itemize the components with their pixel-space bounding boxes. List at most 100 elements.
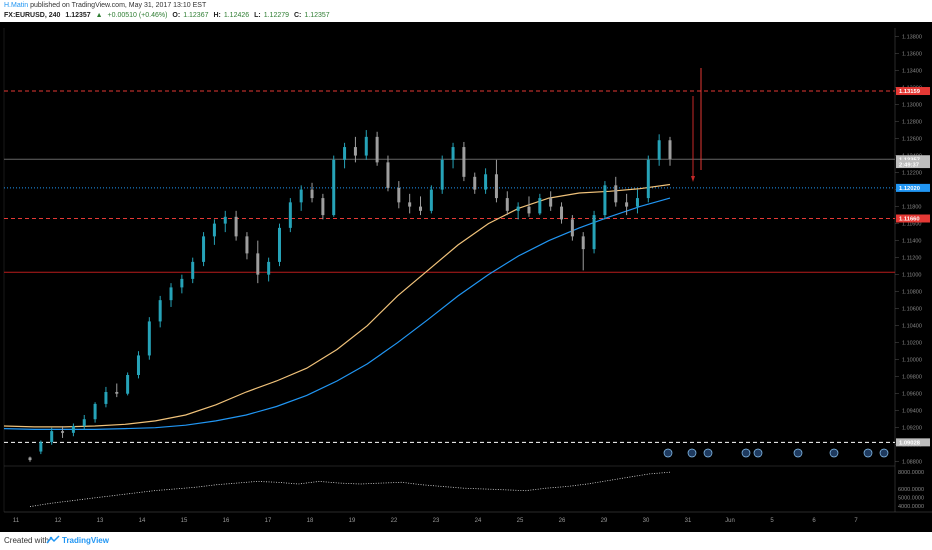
event-flag-icon — [741, 448, 751, 458]
price-chart[interactable]: 8000.0000 6000.0000 5000.0000 4000.0000 1.1… — [0, 22, 932, 532]
candle-body — [353, 147, 357, 156]
candle — [332, 155, 336, 217]
y-tick-label: 1.13000 — [902, 103, 922, 109]
symbol-line: FX:EURUSD, 240 1.12357 ▲ +0.00510 (+0.46… — [4, 12, 333, 19]
candle-body — [267, 261, 271, 275]
author-link[interactable]: H.Matin — [4, 2, 29, 9]
candle — [39, 440, 43, 455]
oscillator-line — [29, 471, 671, 507]
candle — [538, 193, 542, 216]
y-tick-label: 1.10200 — [902, 341, 922, 347]
event-flag-icon — [829, 448, 839, 458]
footer: Created with TradingView — [0, 532, 932, 550]
candle-body — [115, 392, 119, 394]
drop-arrow-icon — [691, 176, 695, 182]
ma-line-0 — [3, 183, 671, 428]
candle-body — [364, 136, 368, 156]
price-label: 1.13159 — [899, 89, 921, 95]
last-price: 1.12357 — [65, 12, 91, 19]
candle — [408, 193, 412, 214]
candle — [560, 202, 564, 224]
candle — [299, 185, 303, 211]
candle — [71, 423, 75, 437]
candle-body — [310, 189, 314, 199]
candle-body — [234, 216, 238, 237]
candle — [353, 136, 357, 163]
candle-body — [419, 206, 423, 211]
y-tick-label: 1.09800 — [902, 375, 922, 381]
candle-body — [39, 442, 43, 452]
candle-body — [668, 140, 672, 159]
oscillator-pane: 8000.0000 6000.0000 5000.0000 4000.0000 — [29, 470, 924, 510]
open-label: O: — [172, 12, 181, 19]
x-tick-label: 11 — [13, 518, 20, 524]
candle-body — [321, 198, 325, 216]
y-tick-label: 1.08800 — [902, 460, 922, 466]
candle — [212, 219, 216, 245]
candle — [277, 223, 281, 267]
price-label: 1.11660 — [899, 217, 920, 223]
x-tick-label: 24 — [475, 518, 482, 524]
candle-body — [440, 159, 444, 190]
tradingview-brand[interactable]: TradingView — [62, 536, 109, 545]
price-label-bg — [896, 183, 930, 192]
moving-averages — [3, 183, 671, 430]
candle — [202, 232, 206, 267]
candle — [462, 141, 466, 182]
candle-body — [299, 189, 303, 203]
candle-body — [538, 198, 542, 214]
osc-tick-label: 5000.0000 — [898, 495, 924, 501]
candle — [581, 232, 585, 271]
x-tick-label: 19 — [349, 518, 356, 524]
candle-body — [549, 198, 553, 207]
candle-body — [386, 162, 390, 188]
close-label: C: — [293, 12, 302, 19]
candle — [614, 176, 618, 207]
candle-body — [527, 206, 531, 214]
y-tick-label: 1.11000 — [902, 273, 921, 279]
price-label-bg — [896, 214, 930, 223]
y-tick-label: 1.10600 — [902, 307, 922, 313]
event-flag-icon — [663, 448, 673, 458]
candle — [397, 181, 401, 209]
candle — [429, 185, 433, 214]
osc-tick-label: 8000.0000 — [898, 470, 924, 476]
candle — [505, 191, 509, 216]
candles — [28, 130, 672, 462]
x-tick-label: 25 — [517, 518, 524, 524]
x-tick-label: 23 — [433, 518, 440, 524]
candle-body — [408, 202, 412, 207]
y-tick-label: 1.13600 — [902, 52, 922, 58]
candle — [169, 283, 173, 307]
x-tick-label: 13 — [97, 518, 104, 524]
x-tick-label: 6 — [812, 518, 816, 524]
candle-body — [136, 355, 140, 375]
symbol-label[interactable]: FX:EURUSD, 240 — [4, 12, 61, 19]
candle-body — [581, 236, 585, 250]
candle-body — [451, 147, 455, 160]
price-label-bg — [896, 87, 930, 96]
osc-tick-label: 6000.0000 — [898, 487, 924, 493]
candle-body — [484, 174, 488, 190]
y-tick-label: 1.11400 — [902, 239, 921, 245]
candle — [549, 191, 553, 211]
candle — [375, 131, 379, 166]
time-axis: 11 12 13 14 15 16 17 18 19 22 23 24 25 26 29 30 31 Jun 5 6 7 — [13, 518, 858, 524]
candle-body — [570, 219, 574, 237]
x-tick-label: 22 — [391, 518, 398, 524]
candle — [635, 189, 639, 214]
x-tick-label: 5 — [770, 518, 774, 524]
publish-line: H.Matin published on TradingView.com, Ma… — [4, 2, 206, 9]
low-value: 1.12279 — [263, 12, 290, 19]
candle — [93, 402, 97, 423]
candle-body — [82, 419, 86, 427]
y-tick-label: 1.10400 — [902, 324, 922, 330]
candle — [104, 386, 108, 408]
candle-body — [646, 159, 650, 199]
x-tick-label: 12 — [55, 518, 62, 524]
price-label-bg — [896, 160, 930, 169]
candle — [527, 196, 531, 217]
y-tick-label: 1.09200 — [902, 426, 922, 432]
candle-body — [50, 431, 54, 443]
price-label-bg — [896, 155, 930, 164]
